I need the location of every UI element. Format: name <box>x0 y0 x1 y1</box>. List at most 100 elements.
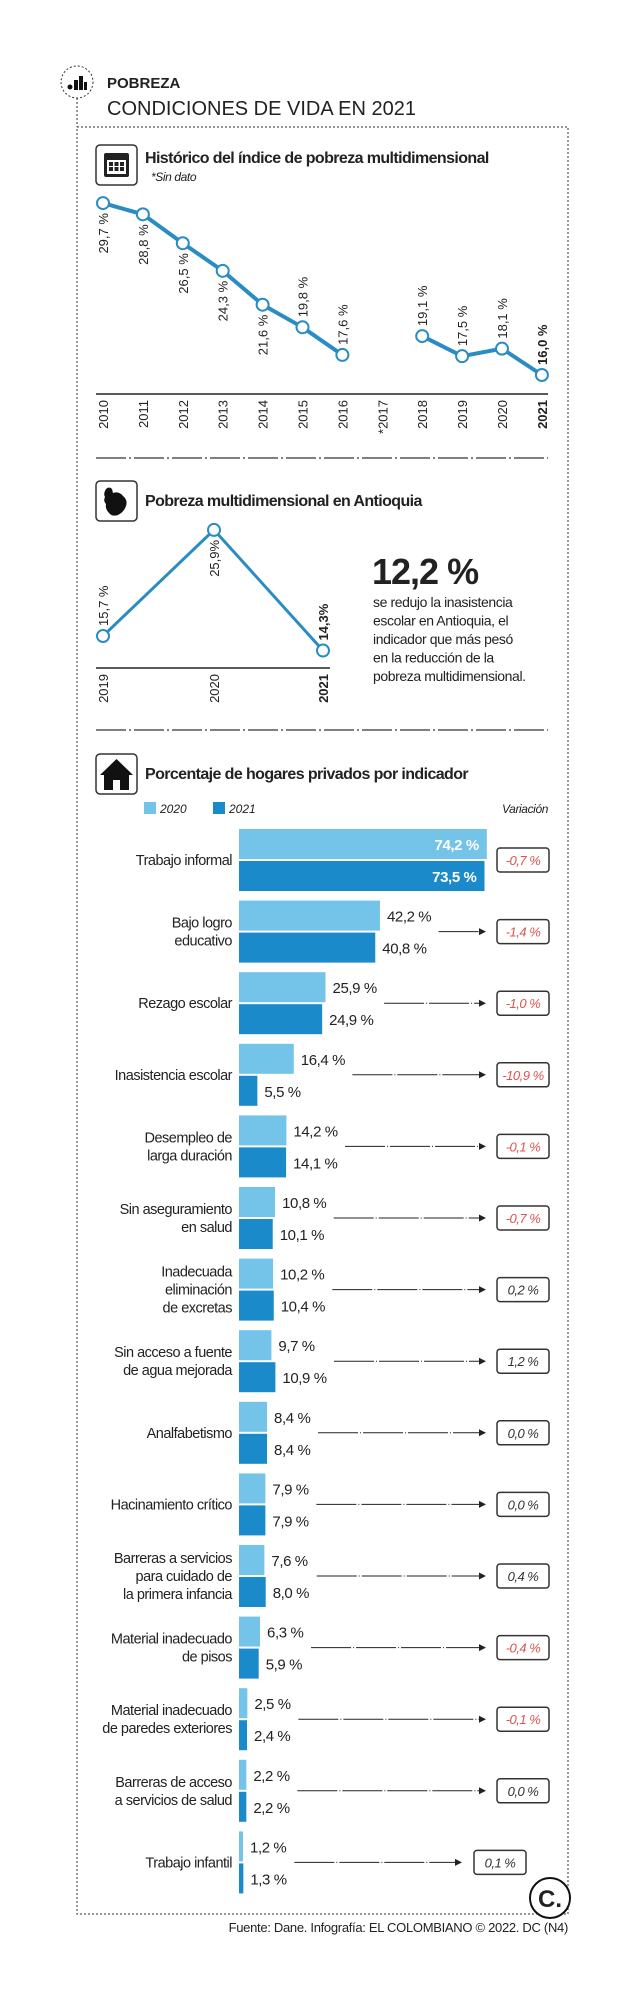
arrow-head-icon <box>479 1429 486 1437</box>
bar-group: Rezago escolar 25,9 % 24,9 % -1,0 % <box>138 972 550 1035</box>
x-tick-label: 2021 <box>316 674 331 703</box>
legend-label-2020: 2020 <box>159 802 187 816</box>
arrow-head-icon <box>479 1787 486 1795</box>
category-label: Material inadecuado <box>111 1703 233 1719</box>
category-label: Rezago escolar <box>138 996 232 1012</box>
bar-2021 <box>239 1004 323 1035</box>
data-point <box>96 629 110 643</box>
legend-swatch-2020 <box>144 802 156 814</box>
series-line <box>421 334 544 377</box>
category-label: Barreras de acceso <box>115 1775 232 1791</box>
value-label: 10,1 % <box>280 1227 324 1244</box>
bar-2021 <box>239 1147 287 1178</box>
x-tick-label: 2016 <box>335 400 350 429</box>
x-tick-label: 2013 <box>216 400 231 429</box>
variation-value: -0,7 % <box>506 1211 541 1226</box>
value-label: 2,5 % <box>254 1696 290 1713</box>
data-point <box>215 263 230 278</box>
variation-value: 0,0 % <box>508 1426 539 1441</box>
bar-group: Barreras de acceso a servicios de salud 2,… <box>115 1759 550 1822</box>
bar-2021 <box>239 1577 266 1607</box>
value-label: 14,2 % <box>293 1123 337 1140</box>
bar-2021 <box>239 1362 276 1393</box>
highlight-text: se redujo la inasistencia escolar en Anti… <box>373 594 526 684</box>
category-label: de paredes exteriores <box>102 1721 232 1737</box>
category-label: Analfabetismo <box>147 1426 233 1442</box>
variation-badge <box>496 1062 550 1088</box>
bar-group: Material inadecuado de paredes exteriores… <box>102 1688 550 1751</box>
bar-group: Sin aseguramiento en salud 10,8 % 10,1 % -0,… <box>120 1187 550 1249</box>
x-tick-label: *2017 <box>375 400 390 434</box>
data-point <box>415 329 430 344</box>
variation-value: -1,0 % <box>506 996 541 1011</box>
bar-2020 <box>239 1043 294 1074</box>
value-label: 6,3 % <box>267 1625 303 1642</box>
variation-header: Variación <box>502 802 549 816</box>
bar-2021 <box>239 1863 244 1894</box>
bar-group: Bajo logro educativo 42,2 % 40,8 % -1,4 % <box>172 900 550 963</box>
bar-group: Hacinamiento crítico 7,9 % 7,9 % 0,0 % <box>111 1473 550 1536</box>
bar-2020 <box>239 1616 261 1647</box>
data-label: 18,1 % <box>495 298 510 339</box>
bar-2021 <box>239 932 376 963</box>
variation-value: 0,0 % <box>508 1497 539 1512</box>
data-point <box>534 368 549 382</box>
value-label: 40,8 % <box>382 941 426 958</box>
variation-badge <box>496 847 550 873</box>
bar-group: Desempleo de larga duración 14,2 % 14,1 % -0… <box>145 1115 550 1178</box>
x-tick-label: 2014 <box>256 400 271 429</box>
value-label: 73,5 % <box>432 869 476 886</box>
value-label: 7,9 % <box>272 1513 308 1530</box>
value-label: 42,2 % <box>387 909 431 926</box>
brand-logo-text: C. <box>538 1886 562 1913</box>
variation-value: -0,4 % <box>506 1641 541 1656</box>
data-point <box>175 236 190 251</box>
category-label: Sin acceso a fuente <box>114 1345 232 1361</box>
category-label: eliminación <box>165 1283 232 1299</box>
data-label: 28,8 % <box>136 224 151 265</box>
bar-2020 <box>239 1258 274 1289</box>
bar-2021 <box>239 1648 259 1679</box>
category-label: en salud <box>181 1220 232 1236</box>
variation-badge <box>496 1706 550 1732</box>
house-icon <box>95 753 138 795</box>
data-label: 19,8 % <box>296 276 311 317</box>
category-label: Inasistencia escolar <box>115 1068 233 1084</box>
variation-badge <box>496 1205 550 1231</box>
arrow-head-icon <box>479 999 486 1007</box>
category-label: para cuidado de <box>136 1569 233 1585</box>
variation-badge <box>496 1348 550 1374</box>
legend: 2020 2021 Variación <box>144 802 549 816</box>
variation-badge <box>473 1849 527 1876</box>
variation-value: -10,9 % <box>502 1068 543 1083</box>
value-label: 7,9 % <box>272 1481 308 1498</box>
data-label: 29,7 % <box>96 213 111 254</box>
variation-value: 1,2 % <box>508 1354 539 1369</box>
bar-group: Analfabetismo 8,4 % 8,4 % 0,0 % <box>147 1401 550 1464</box>
value-label: 24,9 % <box>329 1012 373 1029</box>
category-label: de excretas <box>163 1301 233 1317</box>
category-label: Trabajo informal <box>136 853 233 869</box>
arrow-head-icon <box>479 1214 486 1222</box>
variation-badge <box>496 918 550 945</box>
bar-2020 <box>239 972 326 1003</box>
value-label: 8,4 % <box>274 1442 310 1459</box>
bar-2020 <box>239 1115 287 1146</box>
value-label: 5,5 % <box>264 1084 300 1101</box>
variation-badge <box>496 1133 550 1160</box>
bar-2021 <box>239 1505 266 1536</box>
value-label: 7,6 % <box>271 1553 307 1570</box>
bar-2020 <box>239 900 380 931</box>
value-label: 74,2 % <box>435 837 479 854</box>
value-label: 25,9 % <box>333 980 377 997</box>
page-title: CONDICIONES DE VIDA EN 2021 <box>107 98 416 120</box>
bar-2020 <box>239 1688 248 1719</box>
value-label: 8,0 % <box>273 1585 309 1602</box>
antioquia-map-icon <box>95 480 138 522</box>
x-tick-label: 2010 <box>96 400 111 429</box>
bar-2020 <box>239 1759 247 1790</box>
data-point <box>455 349 470 364</box>
category-label: de agua mejorada <box>123 1363 233 1379</box>
data-label: 17,5 % <box>455 305 470 346</box>
bar-2021 <box>239 1219 273 1249</box>
